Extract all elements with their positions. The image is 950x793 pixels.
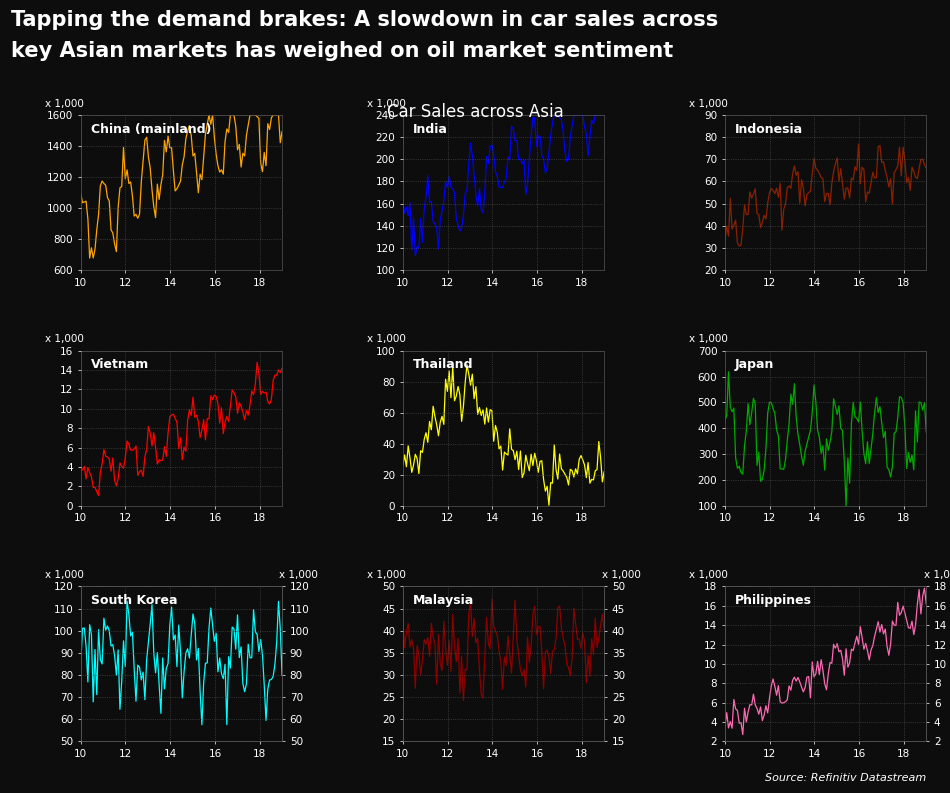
Text: x 1,000: x 1,000 xyxy=(689,99,728,109)
Text: Source: Refinitiv Datastream: Source: Refinitiv Datastream xyxy=(765,773,926,783)
Text: x 1,000: x 1,000 xyxy=(45,570,84,580)
Text: Indonesia: Indonesia xyxy=(735,123,803,136)
Text: x 1,000: x 1,000 xyxy=(45,335,84,344)
Text: Tapping the demand brakes: A slowdown in car sales across: Tapping the demand brakes: A slowdown in… xyxy=(11,10,718,30)
Text: x 1,000: x 1,000 xyxy=(367,335,406,344)
Text: China (mainland): China (mainland) xyxy=(91,123,211,136)
Text: x 1,000: x 1,000 xyxy=(279,570,318,580)
Text: Japan: Japan xyxy=(735,358,774,371)
Text: Philippines: Philippines xyxy=(735,594,812,607)
Text: key Asian markets has weighed on oil market sentiment: key Asian markets has weighed on oil mar… xyxy=(11,41,674,61)
Text: x 1,000: x 1,000 xyxy=(367,570,406,580)
Text: Thailand: Thailand xyxy=(413,358,473,371)
Text: x 1,000: x 1,000 xyxy=(923,570,950,580)
Text: Malaysia: Malaysia xyxy=(413,594,474,607)
Text: x 1,000: x 1,000 xyxy=(367,99,406,109)
Text: x 1,000: x 1,000 xyxy=(689,570,728,580)
Text: South Korea: South Korea xyxy=(91,594,178,607)
Text: Car Sales across Asia: Car Sales across Asia xyxy=(387,103,563,121)
Text: x 1,000: x 1,000 xyxy=(689,335,728,344)
Text: India: India xyxy=(413,123,447,136)
Text: x 1,000: x 1,000 xyxy=(45,99,84,109)
Text: x 1,000: x 1,000 xyxy=(601,570,640,580)
Text: Vietnam: Vietnam xyxy=(91,358,149,371)
